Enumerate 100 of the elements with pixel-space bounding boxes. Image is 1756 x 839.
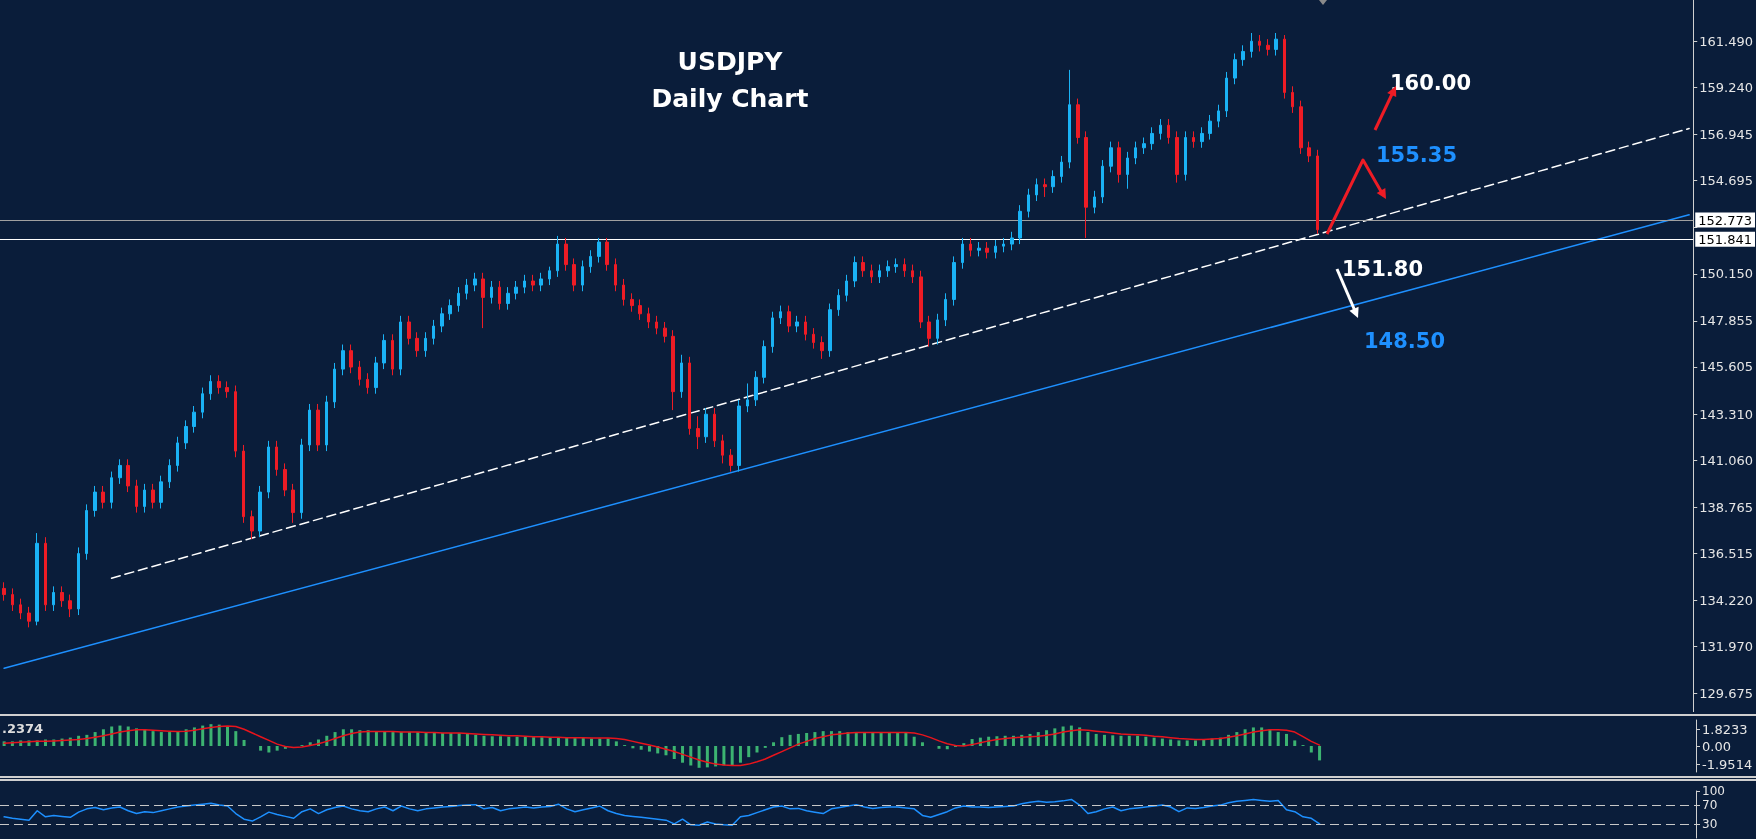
- bar: [1309, 746, 1313, 753]
- candlestick: [407, 315, 411, 346]
- bar: [159, 732, 163, 746]
- candlestick: [804, 315, 807, 341]
- bar: [863, 732, 867, 746]
- bar: [590, 738, 594, 746]
- bar: [1193, 740, 1197, 746]
- bar: [598, 738, 602, 746]
- bar: [457, 733, 461, 746]
- candlestick: [1299, 100, 1303, 155]
- bar: [1136, 735, 1140, 746]
- bar: [101, 729, 105, 746]
- candlestick: [704, 407, 708, 444]
- candlestick: [771, 311, 774, 354]
- bar: [912, 736, 916, 746]
- candlestick: [548, 266, 551, 286]
- y-tick-label: 100: [1702, 784, 1725, 798]
- candlestick: [729, 448, 733, 473]
- candlestick: [415, 331, 419, 358]
- candlestick: [812, 327, 815, 350]
- y-tick-label: 134.220: [1699, 592, 1754, 608]
- candlestick: [1027, 188, 1030, 218]
- candlestick: [481, 272, 485, 329]
- candlestick: [1134, 141, 1137, 165]
- bar: [995, 736, 999, 746]
- bar: [639, 746, 643, 750]
- candlestick: [1250, 32, 1253, 59]
- candlestick: [539, 272, 543, 292]
- candlestick: [1068, 69, 1071, 169]
- candlestick: [762, 339, 766, 384]
- bar: [85, 734, 89, 746]
- bar: [267, 746, 271, 753]
- candlestick: [448, 298, 452, 321]
- y-tick-label: 159.240: [1699, 80, 1754, 96]
- candlestick: [1084, 130, 1088, 239]
- candlestick: [490, 280, 493, 305]
- bar: [515, 736, 519, 746]
- candlestick: [564, 237, 568, 272]
- candlestick: [994, 239, 997, 259]
- candlestick: [275, 440, 278, 477]
- candlestick: [820, 335, 824, 360]
- bar: [449, 733, 453, 746]
- bar: [573, 738, 577, 746]
- candlestick: [787, 305, 791, 333]
- candlestick: [11, 587, 14, 612]
- candlestick: [424, 331, 427, 358]
- bar: [523, 736, 527, 746]
- bar: [540, 737, 544, 746]
- bar: [780, 737, 784, 746]
- bar: [217, 724, 221, 746]
- candlestick: [1200, 126, 1204, 149]
- bar: [482, 735, 486, 746]
- candlestick: [209, 374, 212, 401]
- y-tick-label: 129.675: [1699, 685, 1754, 701]
- candlestick: [581, 259, 584, 292]
- bar: [135, 728, 139, 746]
- bar: [614, 741, 618, 746]
- bar: [259, 746, 263, 751]
- bar: [1086, 732, 1090, 746]
- candlestick: [234, 385, 237, 458]
- bar: [1144, 736, 1148, 746]
- candlestick: [473, 272, 477, 292]
- bar: [920, 742, 924, 746]
- ref-line-label: 151.841: [1698, 231, 1753, 247]
- bar: [1169, 739, 1173, 746]
- candlestick: [1208, 114, 1212, 141]
- candlestick: [853, 255, 857, 288]
- candlestick: [1117, 141, 1121, 184]
- candlestick: [969, 237, 972, 257]
- candlestick: [60, 585, 64, 608]
- candlestick: [1093, 190, 1096, 214]
- line-series: [3, 798, 1321, 827]
- candlestick: [143, 483, 146, 514]
- candlestick: [795, 315, 799, 333]
- candlestick: [2, 581, 6, 602]
- bar: [689, 746, 693, 766]
- bar: [341, 729, 345, 746]
- candlestick: [671, 329, 675, 411]
- bar: [887, 732, 891, 746]
- candlestick: [961, 237, 964, 270]
- candlestick: [919, 270, 923, 329]
- candlestick: [325, 395, 328, 452]
- candlestick: [572, 257, 576, 292]
- y-tick-label: 0.00: [1702, 738, 1731, 754]
- candlestick: [680, 354, 683, 399]
- candlestick: [283, 462, 287, 497]
- candlestick: [341, 344, 345, 376]
- candlestick: [358, 360, 361, 387]
- candlestick: [597, 237, 601, 264]
- candlestick: [349, 344, 353, 374]
- bar: [226, 726, 230, 746]
- bar: [499, 736, 503, 746]
- candlestick: [861, 255, 865, 278]
- y-tick-label: 150.150: [1699, 266, 1754, 282]
- bar: [945, 746, 949, 750]
- candlestick: [291, 483, 295, 524]
- annotation: .2374: [2, 721, 44, 736]
- bar: [747, 746, 751, 758]
- y-tick-label: 70: [1702, 798, 1718, 813]
- candlestick: [837, 288, 840, 317]
